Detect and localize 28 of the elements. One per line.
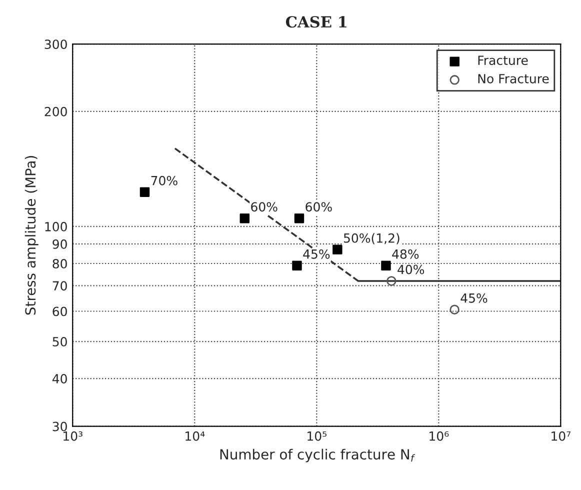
y-tick-label: 50: [52, 336, 67, 346]
y-tick-label: 300: [44, 40, 67, 50]
y-tick-label: 60: [52, 306, 67, 316]
x-axis-title: Number of cyclic fracture N$_{f}$: [220, 448, 416, 462]
x-tick-label: 10⁴: [186, 431, 205, 441]
annotation: 50%(1,2): [344, 233, 400, 244]
y-tick-label: 100: [45, 222, 67, 232]
x-tick-label: 10⁶: [430, 431, 449, 441]
x-tick-label: 10⁵: [308, 431, 327, 441]
annotation: 45%: [303, 249, 330, 259]
y-tick-label: 90: [52, 239, 67, 249]
legend-label: Fracture: [478, 56, 528, 66]
annotation: 60%: [306, 202, 332, 212]
y-tick-label: 200: [44, 106, 67, 116]
y-tick-label: 30: [52, 422, 67, 432]
y-axis-title: Stress amplitude (MPa): [24, 156, 38, 315]
x-tick-label: 10⁷: [552, 431, 571, 441]
annotation: 45%: [460, 293, 488, 303]
chart-title: CASE 1: [286, 16, 346, 28]
legend-label: No Fracture: [478, 74, 549, 84]
y-tick-label: 70: [52, 281, 67, 291]
x-tick-label: 10³: [64, 431, 82, 441]
y-tick-label: 80: [52, 258, 67, 268]
y-tick-label: 40: [52, 374, 67, 384]
annotation: 60%: [251, 202, 278, 212]
annotation: 40%: [398, 264, 424, 274]
annotation: 48%: [392, 249, 419, 259]
annotation: 70%: [151, 176, 178, 186]
